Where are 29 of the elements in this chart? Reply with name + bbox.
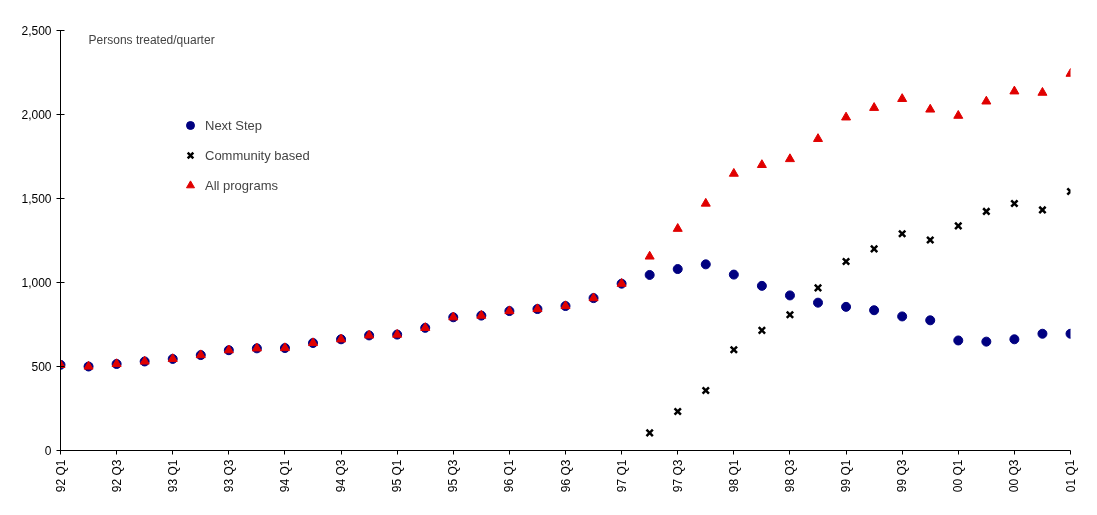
x-tick-label: 99 Q1 [839, 459, 854, 493]
x-tick-label: 97 Q3 [670, 459, 685, 493]
x-tick-label: 97 Q1 [614, 459, 629, 493]
y-tick-label: 1,000 [21, 276, 52, 290]
x-tick-label: 99 Q3 [895, 459, 910, 493]
y-tick-label: 1,500 [21, 192, 52, 206]
x-tick-label: 95 Q1 [390, 459, 405, 493]
x-tick-label: 93 Q3 [221, 459, 236, 493]
x-tick-label: 94 Q1 [277, 459, 292, 493]
legend-label: Community based [205, 147, 310, 163]
x-tick-label: 93 Q1 [165, 459, 180, 493]
x-tick-label: 98 Q1 [726, 459, 741, 493]
x-tick-label: 00 Q1 [951, 459, 966, 493]
x-tick-label: 00 Q3 [1007, 459, 1022, 493]
x-tick-label: 96 Q3 [558, 459, 573, 493]
x-tick-label: 94 Q3 [334, 459, 349, 493]
y-tick-label: 2,500 [21, 24, 52, 38]
legend-label: All programs [205, 177, 278, 193]
x-tick-label: 96 Q1 [502, 459, 517, 493]
y-axis-title: Persons treated/quarter [88, 32, 215, 47]
y-tick-label: 500 [31, 360, 52, 374]
y-tick-label: 2,000 [21, 108, 52, 122]
legend-label: Next Step [205, 117, 263, 133]
x-tick-label: 98 Q3 [782, 459, 797, 493]
x-tick-label: 01 Q1 [1063, 459, 1078, 493]
x-tick-label: 92 Q1 [53, 459, 68, 493]
y-tick-label: 0 [44, 444, 52, 458]
x-tick-label: 92 Q3 [109, 459, 124, 493]
x-tick-label: 95 Q3 [446, 459, 461, 493]
